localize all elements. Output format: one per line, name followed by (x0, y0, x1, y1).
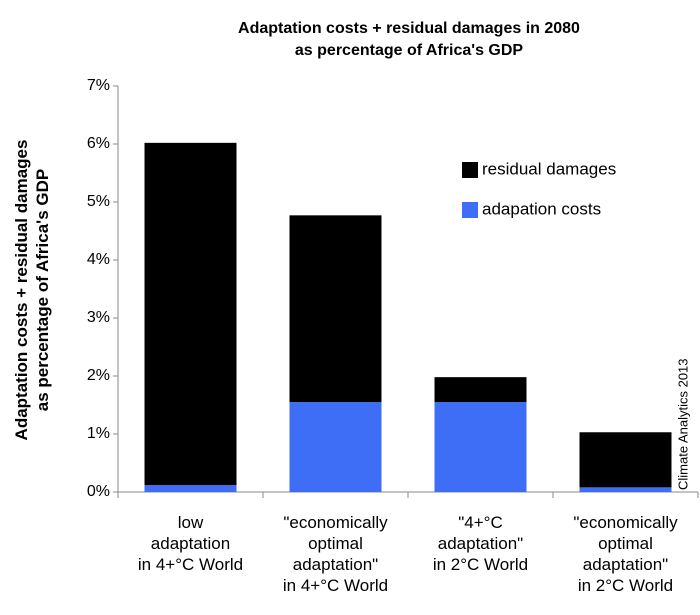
bar-segment (289, 402, 382, 492)
bar-segment (434, 402, 527, 492)
bar-segment (434, 377, 527, 403)
y-tick-label: 1% (87, 425, 110, 442)
bar-segment (579, 487, 672, 492)
y-tick-label: 2% (87, 367, 110, 384)
y-tick-label: 3% (87, 309, 110, 326)
annotation: Climate Analytics 2013 (675, 358, 690, 490)
legend-swatch (462, 202, 478, 218)
legend-label: adapation costs (482, 199, 601, 218)
bar-segment (144, 142, 237, 486)
y-tick-label: 6% (87, 135, 110, 152)
legend-label: residual damages (482, 159, 616, 178)
bar-segment (579, 432, 672, 488)
legend-swatch (462, 162, 478, 178)
bar-segment (289, 215, 382, 403)
chart-title: Adaptation costs + residual damages in 2… (238, 20, 580, 59)
y-tick-label: 5% (87, 193, 110, 210)
y-tick-label: 7% (87, 77, 110, 94)
x-tick-label: "4+°C adaptation" in 2°C World (432, 513, 529, 574)
x-tick-label: "economically optimal adaptation" in 4+°… (282, 513, 389, 595)
bar-segment (144, 485, 237, 492)
x-tick-label: low adaptation in 4+°C World (137, 513, 244, 574)
y-tick-label: 0% (87, 483, 110, 500)
y-tick-label: 4% (87, 251, 110, 268)
x-tick-label: "economically optimal adaptation" in 2°C… (573, 513, 678, 595)
y-axis-label: Adaptation costs + residual damages as p… (12, 139, 52, 441)
